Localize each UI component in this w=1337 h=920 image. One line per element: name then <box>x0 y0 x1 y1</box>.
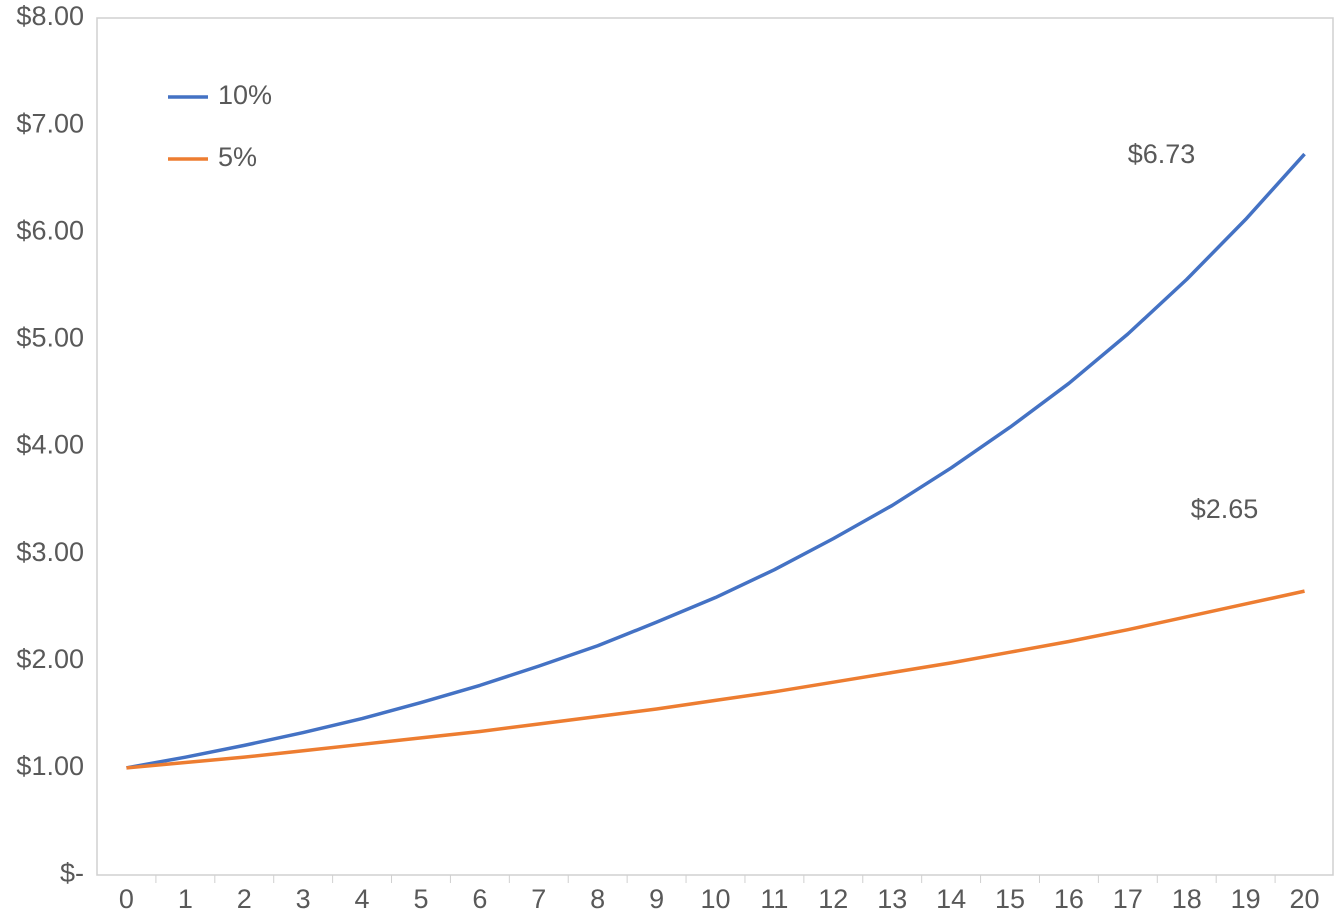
y-tick-label: $7.00 <box>16 108 84 138</box>
plot-area <box>96 17 1334 876</box>
y-tick-label: $3.00 <box>16 537 84 567</box>
x-tick-label: 15 <box>995 884 1025 914</box>
y-tick-label: $8.00 <box>16 1 84 31</box>
x-tick-label: 9 <box>649 884 664 914</box>
x-tick-label: 2 <box>237 884 252 914</box>
x-tick-label: 0 <box>119 884 134 914</box>
x-tick-label: 4 <box>355 884 370 914</box>
x-tick-label: 8 <box>590 884 605 914</box>
x-tick-label: 13 <box>877 884 907 914</box>
y-tick-label: $4.00 <box>16 430 84 460</box>
y-tick-label: $2.00 <box>16 644 84 674</box>
y-tick-label: $1.00 <box>16 751 84 781</box>
x-tick-label: 14 <box>936 884 966 914</box>
x-tick-label: 12 <box>818 884 848 914</box>
data-label: $2.65 <box>1191 494 1259 524</box>
x-tick-label: 18 <box>1172 884 1202 914</box>
x-tick-label: 1 <box>178 884 193 914</box>
y-tick-label: $5.00 <box>16 323 84 353</box>
x-tick-label: 10 <box>700 884 730 914</box>
x-tick-label: 20 <box>1290 884 1320 914</box>
x-tick-label: 19 <box>1231 884 1261 914</box>
x-tick-label: 5 <box>413 884 428 914</box>
y-tick-label: $- <box>60 858 84 888</box>
x-tick-label: 16 <box>1054 884 1084 914</box>
data-label: $6.73 <box>1128 139 1196 169</box>
x-tick-label: 6 <box>472 884 487 914</box>
x-tick-label: 3 <box>296 884 311 914</box>
legend-label: 5% <box>218 142 257 172</box>
x-tick-label: 7 <box>531 884 546 914</box>
line-series <box>126 589 1305 770</box>
y-tick-label: $6.00 <box>16 215 84 245</box>
x-tick-label: 17 <box>1113 884 1143 914</box>
line-series <box>126 152 1306 770</box>
x-tick-label: 11 <box>760 884 788 914</box>
legend-label: 10% <box>218 80 272 110</box>
